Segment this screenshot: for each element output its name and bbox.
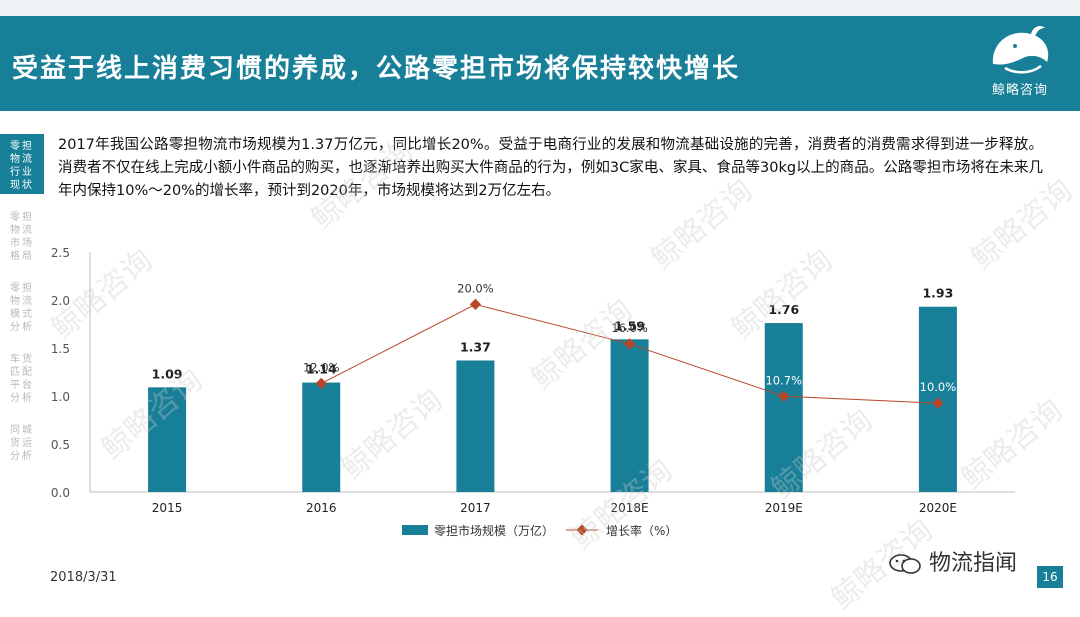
footer-date: 2018/3/31 bbox=[50, 570, 117, 585]
bar bbox=[302, 382, 341, 492]
sidebar-item-industry-status[interactable]: 零担物流行业现状 bbox=[0, 134, 44, 194]
y-tick-label: 1.5 bbox=[51, 342, 70, 356]
growth-rate-label: 16.0% bbox=[611, 321, 648, 335]
y-tick-label: 2.0 bbox=[51, 294, 70, 308]
y-tick-label: 0.5 bbox=[51, 438, 70, 452]
bar-value-label: 1.09 bbox=[152, 366, 183, 381]
sidebar: 零担物流行业现状 零担物流市场格局 零担物流模式分析 车货匹配平台分析 同城货运… bbox=[0, 134, 44, 489]
source-mark-text: 物流指闻 bbox=[929, 551, 1018, 576]
bar-value-label: 1.59 bbox=[614, 318, 645, 333]
x-tick-label: 2015 bbox=[152, 501, 183, 515]
logo-text: 鲸略咨询 bbox=[991, 83, 1048, 98]
x-tick-label: 2017 bbox=[460, 501, 491, 515]
bar bbox=[610, 339, 649, 492]
header-bar bbox=[0, 16, 1080, 111]
wechat-icon bbox=[889, 554, 921, 574]
growth-rate-label: 10.0% bbox=[920, 380, 957, 394]
legend-bar-label: 零担市场规模（万亿） bbox=[434, 523, 554, 538]
legend-line-label: 增长率（%） bbox=[606, 523, 677, 538]
x-tick-label: 2020E bbox=[919, 501, 957, 515]
sidebar-item-market-structure[interactable]: 零担物流市场格局 bbox=[10, 212, 34, 262]
y-tick-label: 2.5 bbox=[51, 246, 70, 260]
x-tick-label: 2018E bbox=[611, 501, 649, 515]
bar bbox=[456, 360, 495, 492]
sidebar-item-platform-analysis[interactable]: 车货匹配平台分析 bbox=[10, 354, 34, 404]
bar bbox=[148, 387, 187, 492]
market-chart: 0.0 0.5 1.0 1.5 2.0 2.5 1.09 2015 1.14 2016 1.37 20… bbox=[51, 246, 1015, 538]
sidebar-item-city-freight[interactable]: 同城货运分析 bbox=[10, 425, 34, 462]
y-tick-label: 0.0 bbox=[51, 486, 70, 500]
slide-title: 受益于线上消费习惯的养成，公路零担市场将保持较快增长 bbox=[12, 54, 741, 84]
growth-rate-point bbox=[315, 377, 327, 390]
growth-rate-point bbox=[778, 390, 790, 402]
bar bbox=[764, 323, 803, 492]
legend-line-marker bbox=[576, 524, 588, 536]
wechat-source-mark: 物流指闻 bbox=[888, 545, 1017, 577]
legend-bar-swatch bbox=[402, 525, 428, 535]
growth-rate-point bbox=[469, 298, 482, 311]
x-tick-label: 2016 bbox=[306, 501, 337, 515]
bar-value-label: 1.14 bbox=[306, 362, 337, 377]
growth-rate-point bbox=[932, 397, 944, 409]
x-tick-label: 2019E bbox=[765, 501, 803, 515]
sidebar-item-model-analysis[interactable]: 零担物流模式分析 bbox=[10, 283, 34, 333]
growth-rate-point bbox=[623, 338, 636, 350]
top-strip bbox=[0, 0, 1080, 16]
bar-value-label: 1.93 bbox=[922, 286, 953, 301]
bar-value-label: 1.76 bbox=[768, 302, 799, 317]
growth-rate-label: 10.7% bbox=[765, 373, 802, 387]
page-number: 16 bbox=[1037, 566, 1063, 588]
growth-rate-label: 12.0% bbox=[303, 360, 340, 374]
whale-logo-icon bbox=[992, 26, 1049, 74]
growth-rate-label: 20.0% bbox=[457, 281, 494, 295]
company-logo: 鲸略咨询 bbox=[975, 22, 1065, 104]
body-paragraph: 2017年我国公路零担物流市场规模为1.37万亿元，同比增长20%。受益于电商行… bbox=[58, 137, 1043, 199]
y-tick-label: 1.0 bbox=[51, 390, 70, 404]
bar-value-label: 1.37 bbox=[460, 339, 491, 354]
